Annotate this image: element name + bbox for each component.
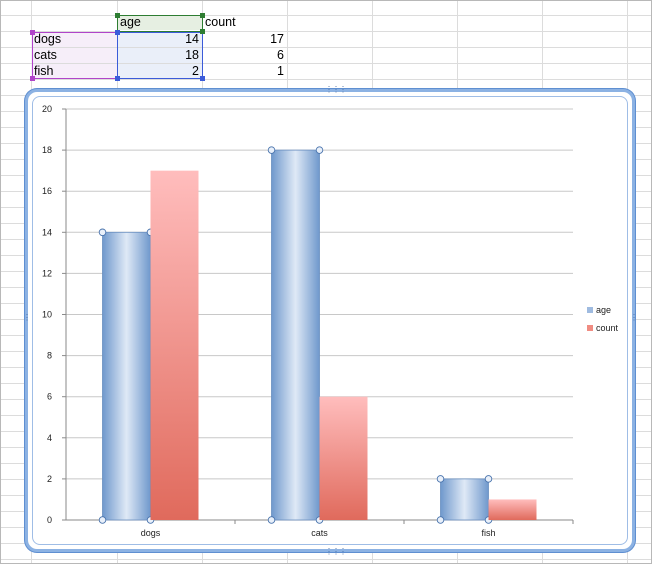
bar-age-dogs [102, 231, 151, 521]
header-cell-age[interactable]: age [117, 15, 202, 30]
series-selection-marker [267, 146, 276, 154]
selection-handle[interactable] [30, 30, 35, 35]
bar-chart: 0 2 4 6 8 10 12 14 16 18 20 dogs cats fish age count [42, 104, 619, 538]
y-tick-label: 10 [42, 310, 52, 320]
y-tick-label: 14 [42, 227, 52, 237]
resize-grip-top[interactable]: ⋮⋮⋮ [325, 85, 347, 94]
resize-grip-left[interactable]: ⋮ [23, 313, 31, 322]
count-value-cell[interactable]: 6 [277, 48, 284, 62]
y-tick-label: 12 [42, 268, 52, 278]
selection-handle[interactable] [115, 13, 120, 18]
header-cell-count[interactable]: count [205, 15, 236, 29]
selection-handle[interactable] [30, 76, 35, 81]
y-tick-label: 8 [47, 351, 52, 361]
selection-handle[interactable] [115, 76, 120, 81]
x-tick-label: cats [311, 528, 328, 538]
y-tick-label: 16 [42, 186, 52, 196]
count-value-cell[interactable]: 1 [277, 64, 284, 78]
row-divider [1, 47, 651, 48]
row-divider [1, 559, 651, 560]
bar-count-fish [488, 499, 537, 520]
series-selection-marker [436, 516, 445, 524]
selection-handle[interactable] [200, 29, 205, 34]
age-value-cell[interactable]: 18 [117, 48, 202, 63]
y-tick-label: 4 [47, 433, 52, 443]
legend-swatch-age [587, 307, 593, 313]
chart-object[interactable]: 0 2 4 6 8 10 12 14 16 18 20 dogs cats fish age count ⋮⋮… [23, 85, 638, 556]
series-name-selection [117, 15, 203, 32]
legend-swatch-count [587, 325, 593, 331]
value-range-selection [117, 32, 203, 79]
row-divider [1, 63, 651, 64]
series-selection-marker [436, 475, 445, 483]
row-divider [1, 79, 651, 80]
y-tick-label: 6 [47, 392, 52, 402]
x-tick-label: dogs [141, 528, 161, 538]
row-label-cell[interactable]: dogs [31, 32, 117, 47]
series-selection-marker [267, 516, 276, 524]
legend-label-count: count [596, 323, 619, 333]
selection-handle[interactable] [200, 13, 205, 18]
bar-age-fish [440, 478, 489, 521]
selection-handle[interactable] [200, 76, 205, 81]
resize-grip-bottom[interactable]: ⋮⋮⋮ [325, 547, 347, 556]
chart-area[interactable]: 0 2 4 6 8 10 12 14 16 18 20 dogs cats fish age count [32, 96, 628, 545]
age-value-cell[interactable]: 2 [117, 64, 202, 79]
bar-age-cats [271, 149, 320, 521]
y-tick-label: 0 [47, 515, 52, 525]
resize-grip-right[interactable]: ⋮ [630, 313, 638, 322]
bar-count-cats [319, 396, 368, 520]
series-selection-marker [315, 146, 324, 154]
series-selection-marker [98, 228, 107, 237]
y-tick-label: 20 [42, 104, 52, 114]
series-selection-marker [484, 475, 493, 483]
row-divider [1, 15, 651, 16]
age-value-cell[interactable]: 14 [117, 32, 202, 47]
selection-handle[interactable] [115, 30, 120, 35]
row-label-cell[interactable]: fish [31, 64, 117, 79]
category-range-selection [32, 32, 118, 79]
y-tick-label: 18 [42, 145, 52, 155]
row-label-cell[interactable]: cats [31, 48, 117, 63]
series-selection-marker [98, 516, 107, 524]
y-tick-label: 2 [47, 474, 52, 484]
count-value-cell[interactable]: 17 [270, 32, 284, 46]
legend-label-age: age [596, 305, 611, 315]
row-divider [1, 31, 651, 32]
x-tick-label: fish [481, 528, 495, 538]
bar-count-dogs [150, 170, 199, 520]
